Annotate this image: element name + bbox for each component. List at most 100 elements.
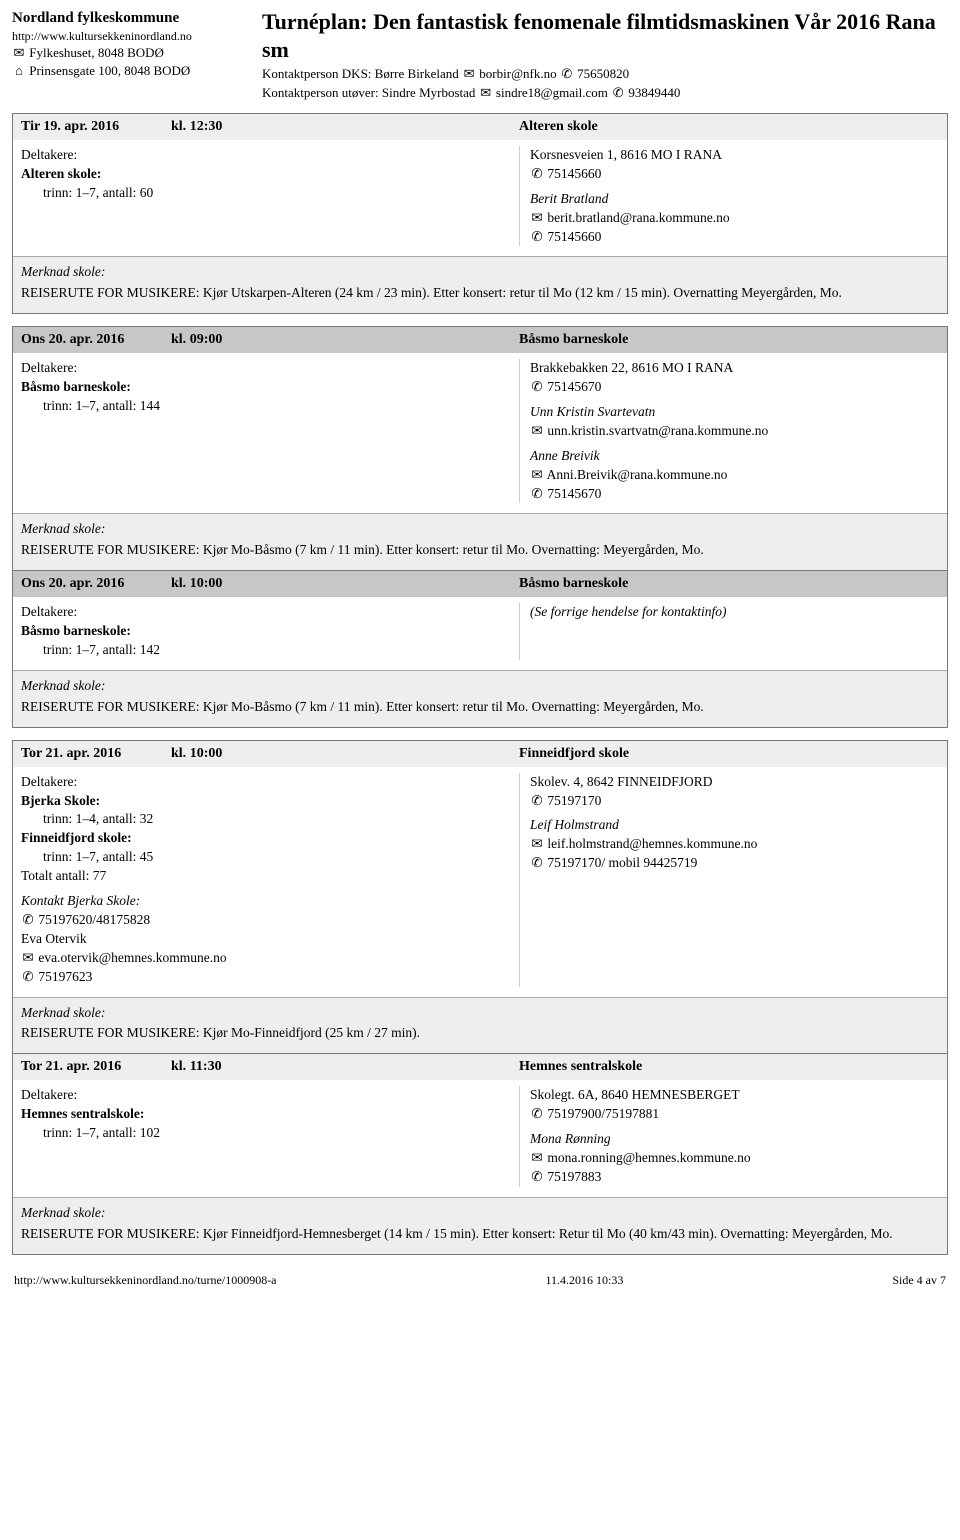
title-block: Turnéplan: Den fantastisk fenomenale fil… (262, 8, 948, 101)
event-header: Ons 20. apr. 2016 kl. 10:00 Båsmo barnes… (13, 571, 947, 597)
merknad-label: Merknad skole: (21, 677, 939, 696)
event-group: Ons 20. apr. 2016 kl. 09:00 Båsmo barnes… (12, 326, 948, 727)
event-block: Tor 21. apr. 2016 kl. 11:30 Hemnes sentr… (13, 1054, 947, 1253)
event-body: Deltakere: Bjerka Skole: trinn: 1–4, ant… (13, 767, 947, 997)
event-venue: Hemnes sentralskole (519, 1059, 939, 1075)
event-left: Deltakere: Bjerka Skole: trinn: 1–4, ant… (21, 773, 519, 987)
event-left: Deltakere: Hemnes sentralskole: trinn: 1… (21, 1086, 519, 1186)
event-date: Tor 21. apr. 2016 (21, 746, 171, 762)
footer-date: 11.4.2016 10:33 (545, 1273, 623, 1288)
school-detail: trinn: 1–7, antall: 45 (21, 848, 509, 867)
home-icon: ⌂ (12, 62, 26, 80)
school-name: Hemnes sentralskole: (21, 1105, 509, 1124)
event-block: Tor 21. apr. 2016 kl. 10:00 Finneidfjord… (13, 741, 947, 1055)
school-name: Bjerka Skole: (21, 792, 509, 811)
event-header: Tor 21. apr. 2016 kl. 11:30 Hemnes sentr… (13, 1054, 947, 1080)
event-right: Korsnesveien 1, 8616 MO I RANA ✆ 7514566… (519, 146, 939, 246)
event-venue: Båsmo barneskole (519, 576, 939, 592)
merknad-block: Merknad skole: REISERUTE FOR MUSIKERE: K… (13, 997, 947, 1054)
merknad-text: REISERUTE FOR MUSIKERE: Kjør Mo-Båsmo (7… (21, 698, 939, 717)
merknad-block: Merknad skole: REISERUTE FOR MUSIKERE: K… (13, 1197, 947, 1254)
merknad-text: REISERUTE FOR MUSIKERE: Kjør Utskarpen-A… (21, 284, 939, 303)
school-detail: trinn: 1–7, antall: 142 (21, 641, 509, 660)
merknad-block: Merknad skole: REISERUTE FOR MUSIKERE: K… (13, 256, 947, 313)
total-count: Totalt antall: 77 (21, 867, 509, 886)
event-right: Brakkebakken 22, 8616 MO I RANA ✆ 751456… (519, 359, 939, 503)
mail-icon: ✉ (530, 422, 544, 441)
school-detail: trinn: 1–4, antall: 32 (21, 810, 509, 829)
event-right: Skolev. 4, 8642 FINNEIDFJORD ✆ 75197170 … (519, 773, 939, 987)
event-time: kl. 11:30 (171, 1059, 261, 1075)
school-name: Alteren skole: (21, 165, 509, 184)
mail-icon: ✉ (530, 209, 544, 228)
contact-email: ✉ leif.holmstrand@hemnes.kommune.no (530, 835, 939, 854)
event-time: kl. 12:30 (171, 119, 261, 135)
event-venue: Alteren skole (519, 119, 939, 135)
extra-contact-title: Kontakt Bjerka Skole: (21, 892, 509, 911)
event-left: Deltakere: Båsmo barneskole: trinn: 1–7,… (21, 603, 519, 660)
merknad-block: Merknad skole: REISERUTE FOR MUSIKERE: K… (13, 513, 947, 570)
merknad-label: Merknad skole: (21, 1204, 939, 1223)
contact-name: Mona Rønning (530, 1130, 939, 1149)
event-left: Deltakere: Alteren skole: trinn: 1–7, an… (21, 146, 519, 246)
contact-name: Berit Bratland (530, 190, 939, 209)
contact-email: ✉ unn.kristin.svartvatn@rana.kommune.no (530, 422, 939, 441)
venue-phone: ✆ 75145670 (530, 378, 939, 397)
event-left: Deltakere: Båsmo barneskole: trinn: 1–7,… (21, 359, 519, 503)
event-right: Skolegt. 6A, 8640 HEMNESBERGET ✆ 7519790… (519, 1086, 939, 1186)
event-body: Deltakere: Alteren skole: trinn: 1–7, an… (13, 140, 947, 256)
event-block: Ons 20. apr. 2016 kl. 10:00 Båsmo barnes… (13, 571, 947, 726)
org-postal: ✉ Fylkeshuset, 8048 BODØ (12, 44, 242, 62)
phone-icon: ✆ (530, 792, 544, 811)
phone-icon: ✆ (21, 911, 35, 930)
event-header: Tir 19. apr. 2016 kl. 12:30 Alteren skol… (13, 114, 947, 140)
deltakere-label: Deltakere: (21, 146, 509, 165)
deltakere-label: Deltakere: (21, 359, 509, 378)
event-body: Deltakere: Hemnes sentralskole: trinn: 1… (13, 1080, 947, 1196)
venue-phone: ✆ 75145660 (530, 165, 939, 184)
org-name: Nordland fylkeskommune (12, 8, 242, 28)
venue-address: Brakkebakken 22, 8616 MO I RANA (530, 359, 939, 378)
extra-contact-phone2: ✆ 75197623 (21, 968, 509, 987)
venue-address: Skolegt. 6A, 8640 HEMNESBERGET (530, 1086, 939, 1105)
event-body: Deltakere: Båsmo barneskole: trinn: 1–7,… (13, 353, 947, 513)
contact-email: ✉ mona.ronning@hemnes.kommune.no (530, 1149, 939, 1168)
extra-contact-phone: ✆ 75197620/48175828 (21, 911, 509, 930)
event-date: Ons 20. apr. 2016 (21, 576, 171, 592)
merknad-text: REISERUTE FOR MUSIKERE: Kjør Mo-Finneidf… (21, 1024, 939, 1043)
venue-address: Korsnesveien 1, 8616 MO I RANA (530, 146, 939, 165)
school-name: Båsmo barneskole: (21, 622, 509, 641)
mail-icon: ✉ (530, 835, 544, 854)
page-title: Turnéplan: Den fantastisk fenomenale fil… (262, 8, 948, 63)
mail-icon: ✉ (12, 44, 26, 62)
org-block: Nordland fylkeskommune http://www.kultur… (12, 8, 242, 101)
school-detail: trinn: 1–7, antall: 144 (21, 397, 509, 416)
footer-page: Side 4 av 7 (892, 1273, 946, 1288)
event-venue: Finneidfjord skole (519, 746, 939, 762)
contact-name: Unn Kristin Svartevatn (530, 403, 939, 422)
contact-email: ✉ berit.bratland@rana.kommune.no (530, 209, 939, 228)
event-date: Tir 19. apr. 2016 (21, 119, 171, 135)
contact-phone: ✆ 75145670 (530, 485, 939, 504)
event-block: Ons 20. apr. 2016 kl. 09:00 Båsmo barnes… (13, 327, 947, 571)
event-time: kl. 10:00 (171, 746, 261, 762)
footer-url: http://www.kultursekkeninordland.no/turn… (14, 1273, 277, 1288)
phone-icon: ✆ (530, 854, 544, 873)
merknad-text: REISERUTE FOR MUSIKERE: Kjør Mo-Båsmo (7… (21, 541, 939, 560)
mail-icon: ✉ (462, 66, 476, 82)
phone-icon: ✆ (611, 85, 625, 101)
event-header: Ons 20. apr. 2016 kl. 09:00 Båsmo barnes… (13, 327, 947, 353)
see-previous: (Se forrige hendelse for kontaktinfo) (530, 603, 939, 622)
event-header: Tor 21. apr. 2016 kl. 10:00 Finneidfjord… (13, 741, 947, 767)
phone-icon: ✆ (530, 485, 544, 504)
merknad-text: REISERUTE FOR MUSIKERE: Kjør Finneidfjor… (21, 1225, 939, 1244)
phone-icon: ✆ (21, 968, 35, 987)
contact-phone: ✆ 75197883 (530, 1168, 939, 1187)
contact-name: Anne Breivik (530, 447, 939, 466)
event-group: Tir 19. apr. 2016 kl. 12:30 Alteren skol… (12, 113, 948, 314)
school-detail: trinn: 1–7, antall: 102 (21, 1124, 509, 1143)
mail-icon: ✉ (21, 949, 35, 968)
event-block: Tir 19. apr. 2016 kl. 12:30 Alteren skol… (13, 114, 947, 313)
extra-contact-email: ✉ eva.otervik@hemnes.kommune.no (21, 949, 509, 968)
phone-icon: ✆ (530, 1105, 544, 1124)
